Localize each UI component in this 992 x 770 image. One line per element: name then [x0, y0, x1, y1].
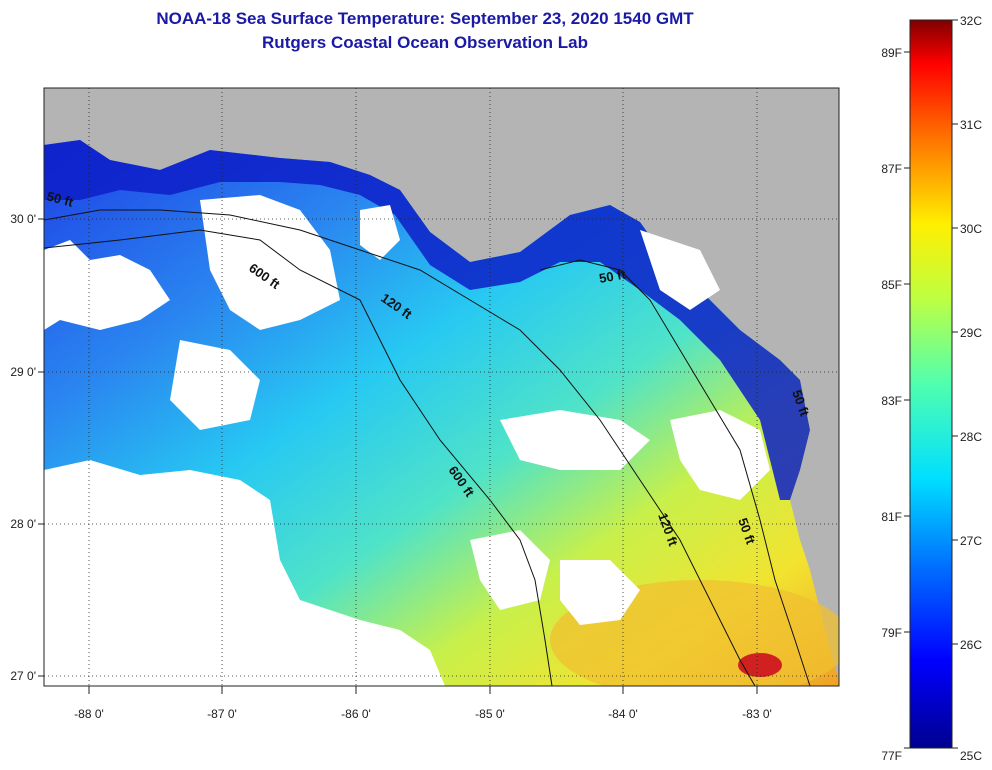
- nearshore-band: [44, 140, 810, 500]
- graticule: [44, 88, 839, 686]
- color-bar-gradient: [909, 19, 953, 749]
- contour-label: 50 ft: [598, 266, 628, 286]
- fahrenheit-label: 79F: [881, 626, 902, 640]
- lat-label: 27 0': [10, 669, 36, 683]
- celsius-label: 29C: [960, 326, 982, 340]
- fahrenheit-label: 87F: [881, 162, 902, 176]
- celsius-label: 31C: [960, 118, 982, 132]
- fahrenheit-label: 81F: [881, 510, 902, 524]
- map-subtitle: Rutgers Coastal Ocean Observation Lab: [262, 33, 588, 52]
- celsius-label: 32C: [960, 14, 982, 28]
- celsius-label: 26C: [960, 638, 982, 652]
- fahrenheit-label: 85F: [881, 278, 902, 292]
- axis-ticks: [38, 218, 758, 694]
- celsius-label: 30C: [960, 222, 982, 236]
- bathymetry-contours: [44, 209, 811, 686]
- lon-label: -84 0': [608, 707, 638, 721]
- cloud-mask: [44, 195, 770, 686]
- celsius-label: 25C: [960, 749, 982, 763]
- hot-spot: [738, 653, 782, 677]
- fahrenheit-label: 77F: [881, 749, 902, 763]
- map-frame: [43, 87, 840, 687]
- celsius-label: 28C: [960, 430, 982, 444]
- latitude-labels: 30 0' 29 0' 28 0' 27 0': [10, 212, 36, 683]
- lat-label: 28 0': [10, 517, 36, 531]
- lon-label: -85 0': [475, 707, 505, 721]
- lon-label: -88 0': [74, 707, 104, 721]
- contour-label: 50 ft: [45, 188, 75, 210]
- lat-label: 29 0': [10, 365, 36, 379]
- color-bar: 32C 31C 30C 29C 28C 27C 26C 25C 89F 87F …: [881, 14, 982, 763]
- map-title: NOAA-18 Sea Surface Temperature: Septemb…: [156, 9, 694, 28]
- lat-label: 30 0': [10, 212, 36, 226]
- celsius-label: 27C: [960, 534, 982, 548]
- lon-label: -83 0': [742, 707, 772, 721]
- fahrenheit-label: 83F: [881, 394, 902, 408]
- fahrenheit-label: 89F: [881, 46, 902, 60]
- lon-label: -86 0': [341, 707, 371, 721]
- lon-label: -87 0': [207, 707, 237, 721]
- longitude-labels: -88 0' -87 0' -86 0' -85 0' -84 0' -83 0…: [74, 707, 772, 721]
